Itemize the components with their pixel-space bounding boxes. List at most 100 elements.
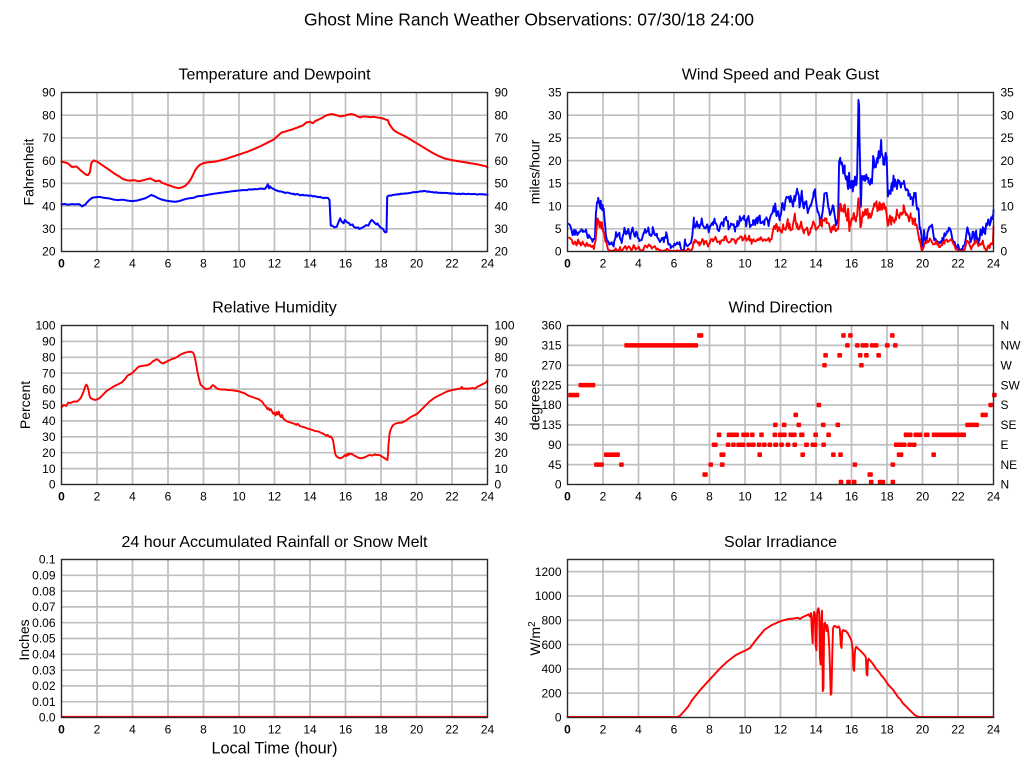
- svg-text:24: 24: [481, 490, 495, 504]
- svg-text:0.09: 0.09: [32, 569, 56, 583]
- svg-text:16: 16: [339, 257, 353, 271]
- svg-text:8: 8: [200, 257, 207, 271]
- svg-text:15: 15: [1001, 177, 1015, 191]
- svg-text:Local Time (hour): Local Time (hour): [212, 740, 338, 758]
- svg-text:Inches: Inches: [16, 619, 32, 660]
- svg-text:80: 80: [495, 351, 509, 365]
- svg-text:10: 10: [738, 490, 752, 504]
- svg-text:10: 10: [42, 462, 56, 476]
- svg-text:10: 10: [495, 462, 509, 476]
- svg-text:50: 50: [42, 398, 56, 412]
- svg-text:10: 10: [1001, 199, 1015, 213]
- svg-text:20: 20: [916, 723, 930, 737]
- svg-text:40: 40: [495, 199, 509, 213]
- svg-text:20: 20: [42, 446, 56, 460]
- svg-text:2: 2: [94, 490, 101, 504]
- svg-text:2: 2: [600, 257, 607, 271]
- svg-text:0.08: 0.08: [32, 584, 56, 598]
- svg-text:24: 24: [481, 723, 495, 737]
- svg-text:degrees: degrees: [527, 380, 543, 431]
- svg-text:6: 6: [671, 490, 678, 504]
- svg-text:135: 135: [541, 418, 561, 432]
- svg-text:12: 12: [268, 257, 282, 271]
- svg-text:10: 10: [232, 723, 246, 737]
- svg-text:Temperature and Dewpoint: Temperature and Dewpoint: [178, 67, 371, 84]
- svg-text:Percent: Percent: [17, 381, 33, 429]
- svg-text:50: 50: [42, 177, 56, 191]
- svg-text:24: 24: [481, 257, 495, 271]
- svg-text:70: 70: [42, 366, 56, 380]
- svg-text:N: N: [1001, 319, 1010, 333]
- svg-text:80: 80: [495, 108, 509, 122]
- svg-text:Wind Speed and Peak Gust: Wind Speed and Peak Gust: [682, 67, 880, 84]
- svg-text:200: 200: [541, 686, 561, 700]
- svg-text:4: 4: [635, 490, 642, 504]
- svg-text:20: 20: [916, 490, 930, 504]
- svg-text:20: 20: [495, 245, 509, 259]
- svg-text:0: 0: [49, 478, 56, 492]
- svg-text:70: 70: [495, 366, 509, 380]
- svg-text:18: 18: [374, 490, 388, 504]
- svg-text:225: 225: [541, 378, 561, 392]
- svg-text:16: 16: [339, 490, 353, 504]
- svg-text:24: 24: [987, 490, 1001, 504]
- svg-text:4: 4: [129, 257, 136, 271]
- svg-text:24: 24: [987, 723, 1001, 737]
- svg-text:N: N: [1001, 478, 1010, 492]
- svg-text:14: 14: [809, 490, 823, 504]
- svg-text:60: 60: [495, 154, 509, 168]
- svg-text:6: 6: [165, 723, 172, 737]
- svg-text:0.0: 0.0: [39, 711, 56, 725]
- svg-text:S: S: [1001, 398, 1009, 412]
- svg-text:20: 20: [548, 154, 562, 168]
- svg-text:35: 35: [1001, 86, 1015, 100]
- svg-text:0.1: 0.1: [39, 553, 56, 567]
- svg-text:0.07: 0.07: [32, 600, 56, 614]
- svg-text:14: 14: [303, 257, 317, 271]
- svg-text:0: 0: [555, 711, 562, 725]
- svg-text:0: 0: [58, 257, 65, 271]
- svg-text:70: 70: [42, 131, 56, 145]
- svg-text:20: 20: [495, 446, 509, 460]
- svg-text:16: 16: [845, 257, 859, 271]
- svg-text:40: 40: [495, 414, 509, 428]
- svg-text:14: 14: [809, 257, 823, 271]
- svg-text:18: 18: [880, 490, 894, 504]
- svg-text:12: 12: [774, 723, 788, 737]
- svg-text:22: 22: [951, 490, 965, 504]
- svg-text:0: 0: [58, 723, 65, 737]
- svg-text:20: 20: [1001, 154, 1015, 168]
- svg-text:6: 6: [165, 490, 172, 504]
- svg-text:20: 20: [42, 245, 56, 259]
- svg-text:12: 12: [268, 490, 282, 504]
- svg-text:0: 0: [495, 478, 502, 492]
- svg-text:22: 22: [445, 490, 459, 504]
- svg-text:60: 60: [42, 154, 56, 168]
- svg-text:12: 12: [268, 723, 282, 737]
- svg-text:315: 315: [541, 339, 561, 353]
- svg-text:Relative Humidity: Relative Humidity: [212, 300, 336, 317]
- svg-text:15: 15: [548, 177, 562, 191]
- svg-text:22: 22: [951, 257, 965, 271]
- svg-text:20: 20: [410, 490, 424, 504]
- svg-text:8: 8: [706, 257, 713, 271]
- svg-text:miles/hour: miles/hour: [527, 139, 543, 204]
- svg-text:25: 25: [1001, 131, 1015, 145]
- svg-text:10: 10: [738, 723, 752, 737]
- svg-text:0: 0: [564, 490, 571, 504]
- svg-text:90: 90: [42, 86, 56, 100]
- svg-text:0: 0: [555, 478, 562, 492]
- svg-text:Wind Direction: Wind Direction: [728, 300, 832, 317]
- svg-text:16: 16: [845, 490, 859, 504]
- svg-text:35: 35: [548, 86, 562, 100]
- svg-text:20: 20: [410, 257, 424, 271]
- svg-text:18: 18: [880, 257, 894, 271]
- svg-text:20: 20: [916, 257, 930, 271]
- svg-text:270: 270: [541, 358, 561, 372]
- svg-text:6: 6: [671, 723, 678, 737]
- svg-text:12: 12: [774, 257, 788, 271]
- svg-text:90: 90: [495, 335, 509, 349]
- svg-text:0: 0: [564, 257, 571, 271]
- svg-text:14: 14: [303, 723, 317, 737]
- svg-text:8: 8: [706, 490, 713, 504]
